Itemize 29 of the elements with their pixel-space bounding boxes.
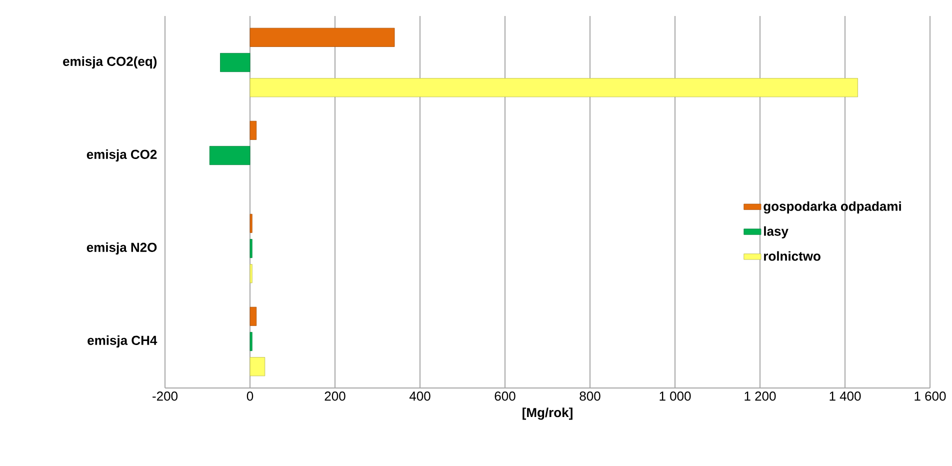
x-tick-label: 400 xyxy=(409,392,430,401)
bar xyxy=(250,214,252,233)
bar xyxy=(209,146,250,165)
y-tick-label: emisja N2O xyxy=(86,242,157,255)
bar xyxy=(250,120,257,140)
x-tick-label: 1 400 xyxy=(830,392,861,401)
bar xyxy=(250,28,395,47)
bar xyxy=(250,357,266,376)
x-tick-label: 200 xyxy=(324,392,346,401)
x-tick-label: 1 000 xyxy=(660,392,691,401)
bar xyxy=(250,332,252,351)
bar xyxy=(250,306,257,326)
x-axis-title: [Mg/rok] xyxy=(522,408,572,420)
bar xyxy=(220,53,250,72)
x-tick-label: 800 xyxy=(580,392,600,401)
x-tick-label: 0 xyxy=(246,392,254,401)
x-tick-label: 600 xyxy=(494,392,516,401)
y-tick-label: emisja CO2 xyxy=(86,149,157,162)
legend-label: lasy xyxy=(764,226,788,238)
x-tick-label: 1 200 xyxy=(744,392,776,401)
bar xyxy=(250,264,252,284)
bar xyxy=(250,239,252,258)
y-tick-label: emisja CH4 xyxy=(88,335,158,348)
x-tick-label: -200 xyxy=(152,392,178,401)
legend-label: rolnictwo xyxy=(764,251,820,261)
x-tick-label: 1 600 xyxy=(914,392,946,401)
y-tick-label: emisja CO2(eq) xyxy=(63,56,157,69)
bar xyxy=(250,78,858,98)
legend-label: gospodarka odpadami xyxy=(764,201,901,214)
